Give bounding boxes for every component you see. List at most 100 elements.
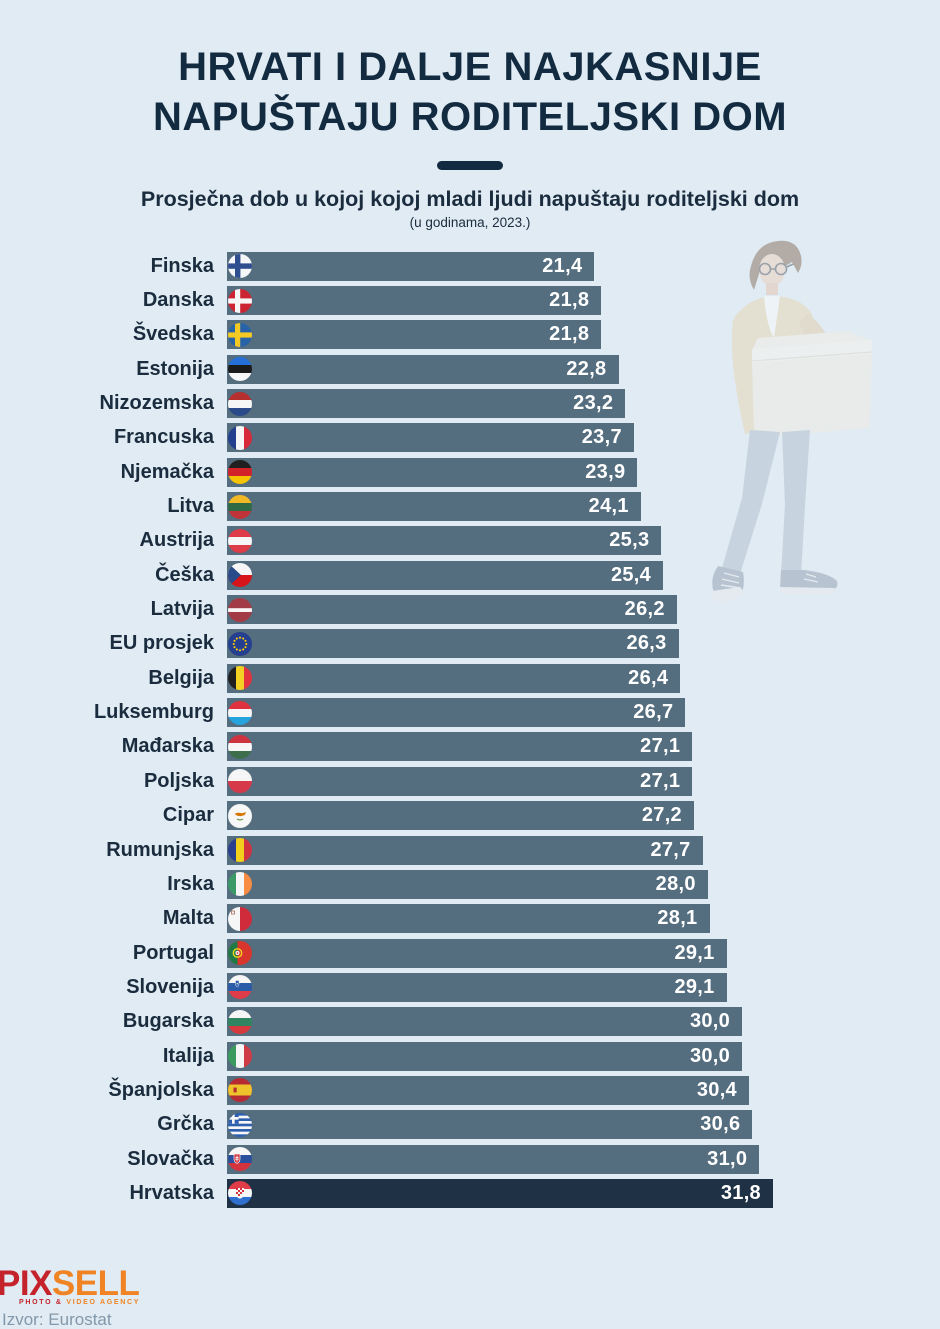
country-label: Rumunjska <box>106 838 214 861</box>
bar: 27,1 <box>227 732 693 762</box>
chart-row: Cipar 27,2 <box>0 799 940 833</box>
country-label: Luksemburg <box>93 701 214 724</box>
country-label: Švedska <box>132 323 214 346</box>
bar-track: 28,1 <box>227 904 940 934</box>
bulgaria-flag-icon <box>228 1009 252 1034</box>
bar: 23,2 <box>227 389 626 419</box>
chart-row: Španjolska 30,4 <box>0 1073 940 1107</box>
bar-track: 30,0 <box>227 1007 940 1037</box>
bar: 21,8 <box>227 286 602 316</box>
bar-track: 26,3 <box>227 629 940 659</box>
chart-row: Poljska 27,1 <box>0 764 940 798</box>
chart-row: Bugarska 30,0 <box>0 1005 940 1039</box>
bar-value: 28,1 <box>657 907 698 930</box>
pixsell-tagline: PHOTO & VIDEO AGENCY <box>19 1299 140 1307</box>
bar-value: 24,1 <box>588 495 629 518</box>
bar-value: 30,0 <box>689 1044 731 1067</box>
bar-track: 21,8 <box>227 286 940 316</box>
bar-track: 21,4 <box>227 251 940 281</box>
chart-row: Mađarska 27,1 <box>0 730 940 764</box>
greece-flag-icon <box>228 1112 252 1137</box>
bar: 28,1 <box>227 904 710 934</box>
country-label: Nizozemska <box>99 392 215 415</box>
bar: 30,0 <box>227 1041 743 1071</box>
bar-value: 31,0 <box>707 1147 748 1170</box>
chart-row: Austrija 25,3 <box>0 524 940 558</box>
bar-track: 24,1 <box>227 492 940 522</box>
source-text: Izvor: Eurostat <box>2 1310 112 1329</box>
country-label: Slovenija <box>126 975 214 998</box>
luxembourg-flag-icon <box>228 700 252 725</box>
bar: 28,0 <box>227 869 708 899</box>
bar: 27,2 <box>227 801 694 831</box>
hungary-flag-icon <box>228 734 252 759</box>
chart-row: Finska 21,4 <box>0 249 940 283</box>
austria-flag-icon <box>228 528 252 553</box>
bar: 26,4 <box>227 663 681 693</box>
title-line-1: HRVATI I DALJE NAJKASNIJE <box>178 45 762 89</box>
bar: 24,1 <box>227 492 641 522</box>
bar-track: 30,0 <box>227 1041 940 1071</box>
bar-value: 26,7 <box>633 701 674 724</box>
bar: 23,7 <box>227 423 634 453</box>
bar-track: 31,8 <box>227 1178 940 1208</box>
logo-sell: SELL <box>51 1264 140 1303</box>
country-label: Slovačka <box>127 1147 214 1170</box>
bar: 21,8 <box>227 320 602 350</box>
country-label: Portugal <box>132 941 214 964</box>
bar-value: 23,9 <box>585 460 626 483</box>
country-label: Španjolska <box>108 1078 214 1101</box>
bar-highlighted: 31,8 <box>227 1178 773 1208</box>
bar-value: 26,3 <box>626 632 667 655</box>
bar-value: 30,6 <box>700 1113 741 1136</box>
bar-value: 23,2 <box>573 392 614 415</box>
pixsell-logo: PIXSELL <box>0 1266 140 1301</box>
chart-rows: Finska 21,4 Danska 21,8 Švedska 21,8 Estonija 2… <box>0 249 940 1211</box>
country-label: Latvija <box>150 598 214 621</box>
italy-flag-icon <box>228 1044 252 1069</box>
bar: 26,3 <box>227 629 679 659</box>
chart-row: Luksemburg 26,7 <box>0 695 940 729</box>
bar-track: 23,2 <box>227 389 940 419</box>
country-label: Finska <box>150 254 214 277</box>
country-label: Hrvatska <box>129 1181 214 1204</box>
chart-row: Irska 28,0 <box>0 867 940 901</box>
bar-track: 25,4 <box>227 560 940 590</box>
finland-flag-icon <box>228 254 252 279</box>
chart-row: Italija 30,0 <box>0 1039 940 1073</box>
bar-value: 25,4 <box>610 563 652 586</box>
bar-value: 23,7 <box>581 426 622 449</box>
header: HRVATI I DALJE NAJKASNIJE NAPUŠTAJU RODI… <box>0 0 940 230</box>
country-label: Francuska <box>113 426 214 449</box>
chart-row: Latvija 26,2 <box>0 592 940 626</box>
denmark-flag-icon <box>228 288 252 313</box>
country-label: Malta <box>162 907 214 930</box>
chart-row: EU prosjek 26,3 <box>0 627 940 661</box>
bar-track: 29,1 <box>227 938 940 968</box>
bar-track: 27,1 <box>227 732 940 762</box>
country-label: Litva <box>167 495 214 518</box>
bar: 29,1 <box>227 938 727 968</box>
country-label: Poljska <box>143 769 214 792</box>
bar: 27,7 <box>227 835 703 865</box>
malta-flag-icon <box>228 906 252 931</box>
title-line-2: NAPUŠTAJU RODITELJSKI DOM <box>152 95 788 139</box>
bar: 29,1 <box>227 972 727 1002</box>
chart-row: Litva 24,1 <box>0 489 940 523</box>
tagline-photo: PHOTO & <box>19 1299 63 1306</box>
country-label: Belgija <box>148 666 214 689</box>
bar-track: 30,6 <box>227 1110 940 1140</box>
chart-row: Slovenija 29,1 <box>0 970 940 1004</box>
country-label: Austrija <box>139 529 214 552</box>
chart-row: Francuska 23,7 <box>0 421 940 455</box>
country-label: Irska <box>167 872 214 895</box>
bar-chart: Finska 21,4 Danska 21,8 Švedska 21,8 Estonija 2… <box>0 249 940 1211</box>
chart-row: Portugal 29,1 <box>0 936 940 970</box>
bar-track: 26,2 <box>227 595 940 625</box>
title-divider <box>437 161 503 170</box>
bar: 31,0 <box>227 1144 760 1174</box>
bar-track: 29,1 <box>227 972 940 1002</box>
page-title: HRVATI I DALJE NAJKASNIJE NAPUŠTAJU RODI… <box>0 0 940 142</box>
country-label: Bugarska <box>122 1010 214 1033</box>
